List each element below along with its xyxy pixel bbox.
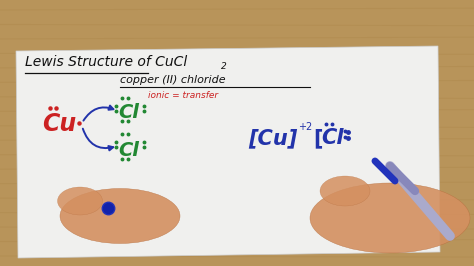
- Text: copper (II) chloride: copper (II) chloride: [120, 75, 226, 85]
- Text: Cu: Cu: [42, 112, 76, 136]
- Text: [Cu]: [Cu]: [248, 128, 297, 148]
- Ellipse shape: [320, 176, 370, 206]
- Text: +2: +2: [298, 122, 312, 132]
- Text: [: [: [313, 128, 322, 148]
- Ellipse shape: [310, 183, 470, 253]
- Text: ionic = transfer: ionic = transfer: [148, 91, 218, 100]
- Polygon shape: [16, 46, 440, 258]
- Text: Cl: Cl: [118, 141, 139, 160]
- Ellipse shape: [57, 187, 102, 215]
- Text: 2: 2: [221, 62, 227, 71]
- Text: Lewis Structure of CuCl: Lewis Structure of CuCl: [25, 55, 187, 69]
- Text: Cl: Cl: [321, 128, 344, 148]
- Ellipse shape: [60, 189, 180, 243]
- Text: Cl: Cl: [118, 103, 139, 122]
